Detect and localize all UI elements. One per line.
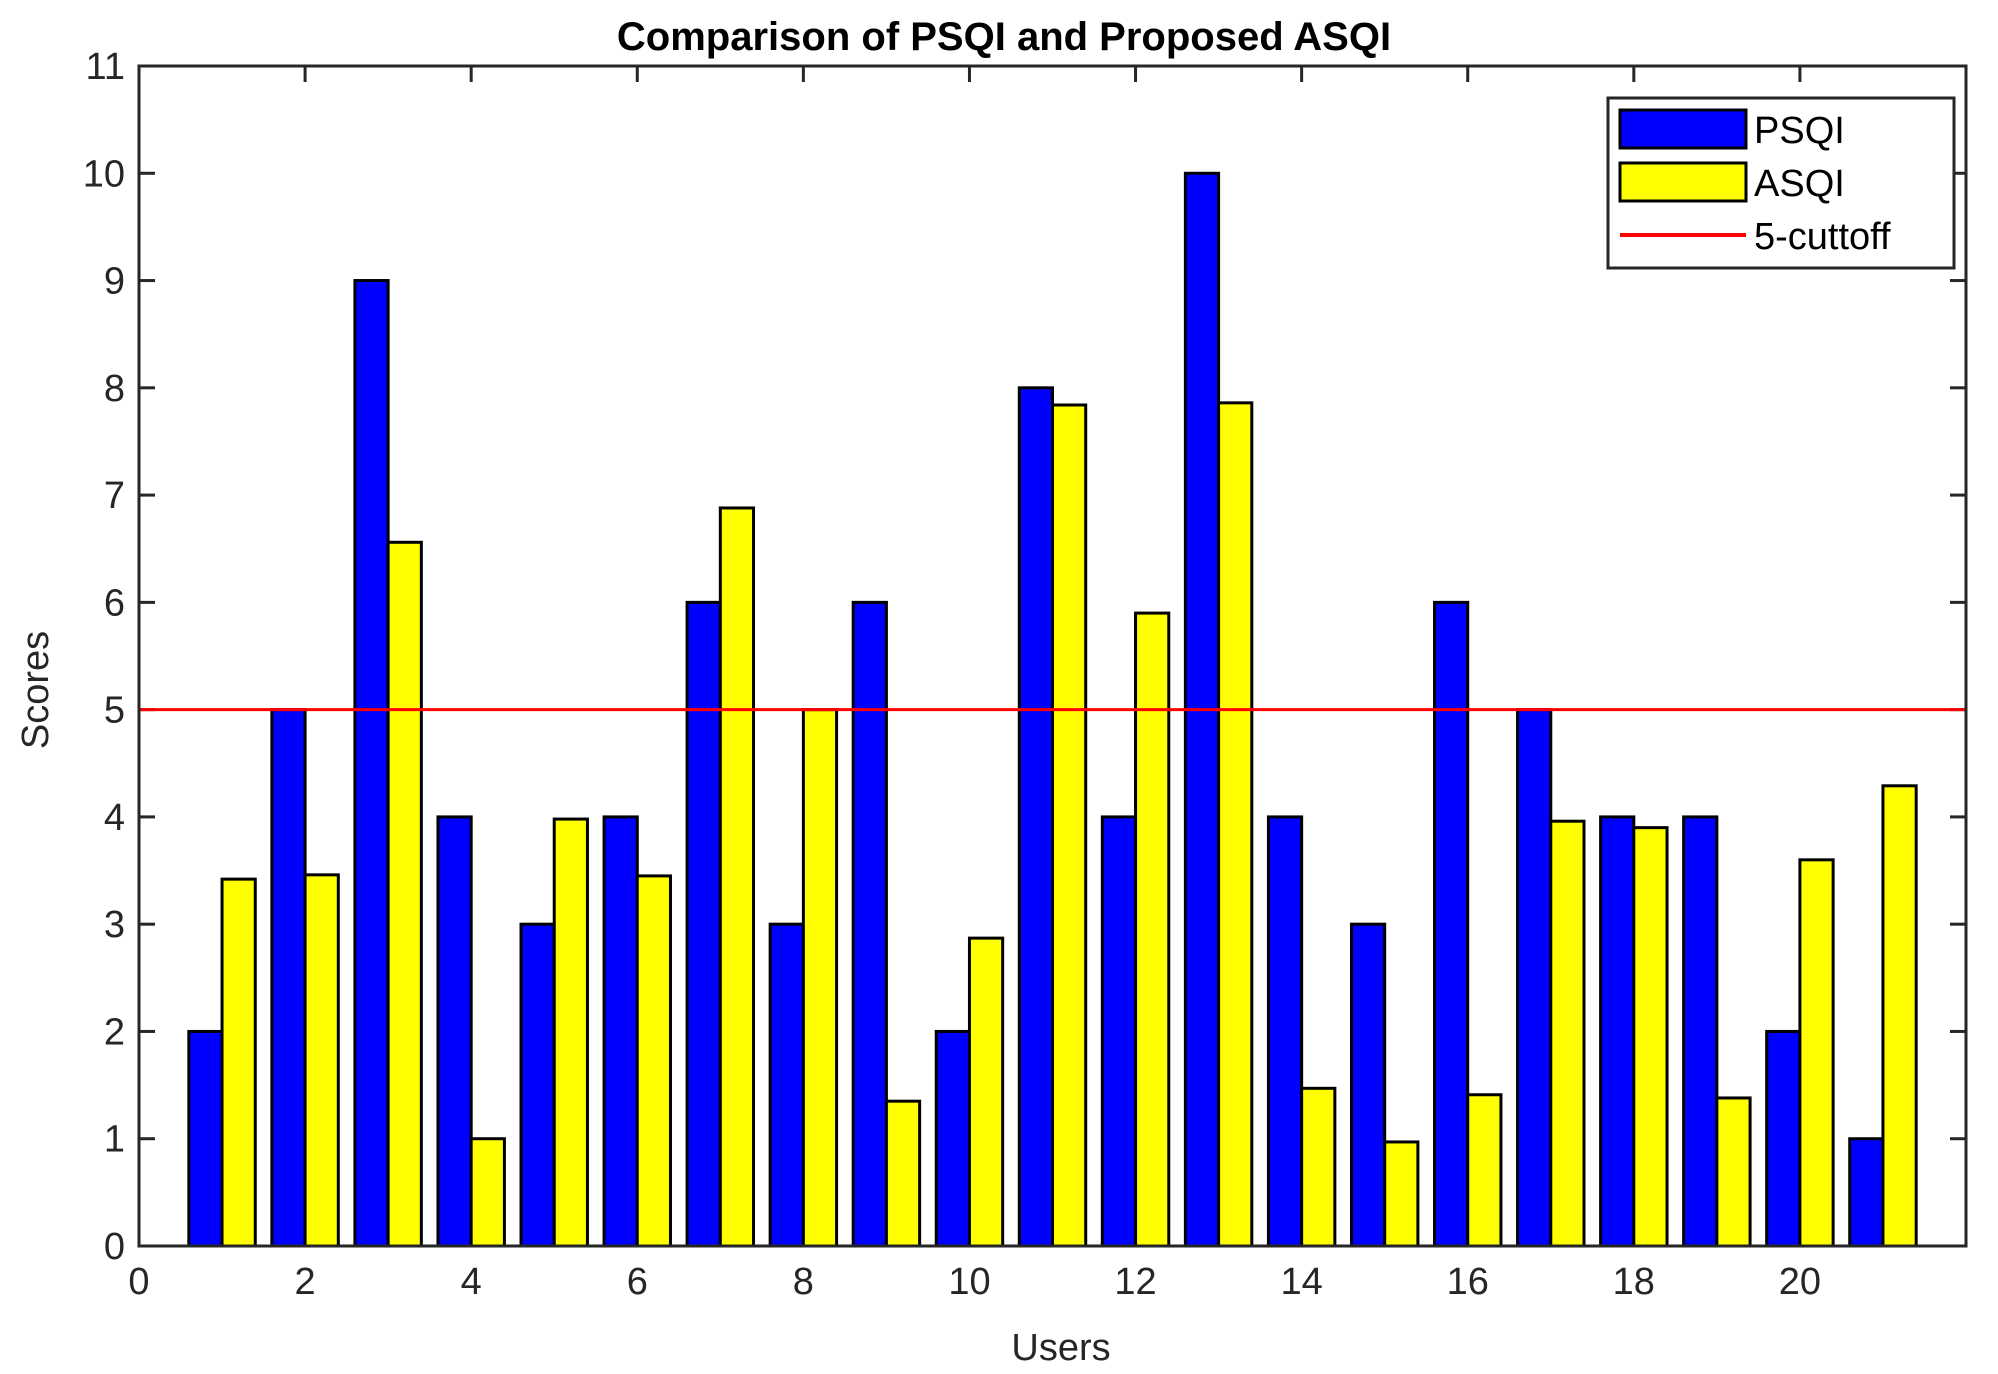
bar-asqi — [1881, 784, 1918, 1248]
bar-psqi — [436, 815, 473, 1248]
bar-psqi — [768, 922, 805, 1248]
bar-psqi — [1433, 600, 1470, 1248]
bar-psqi — [934, 1029, 971, 1248]
bar-psqi — [1017, 386, 1054, 1248]
bar-psqi — [602, 815, 639, 1248]
bar-asqi — [1134, 611, 1171, 1248]
bar-psqi — [187, 1029, 224, 1248]
bar-asqi — [1798, 858, 1835, 1248]
x-tick-label: 6 — [627, 1261, 648, 1303]
y-axis-label: Scores — [15, 631, 57, 749]
bar-asqi — [1217, 401, 1254, 1248]
y-tick-label: 10 — [83, 153, 125, 195]
x-tick-label: 0 — [128, 1261, 149, 1303]
y-tick-label: 0 — [104, 1226, 125, 1268]
bar-psqi — [685, 600, 722, 1248]
bar-psqi — [851, 600, 888, 1248]
x-axis-label: Users — [1011, 1327, 1110, 1369]
bar-psqi — [270, 708, 307, 1248]
bar-psqi — [1100, 815, 1138, 1248]
legend-psqi-swatch — [1618, 108, 1748, 150]
bar-psqi — [519, 922, 556, 1248]
chart-title: Comparison of PSQI and Proposed ASQI — [617, 15, 1391, 59]
x-tick-label: 16 — [1447, 1261, 1489, 1303]
bar-asqi — [1632, 826, 1669, 1248]
x-tick-label: 20 — [1779, 1261, 1821, 1303]
y-tick-label: 7 — [104, 475, 125, 517]
legend-asqi-swatch — [1618, 161, 1748, 203]
y-tick-label: 5 — [104, 690, 125, 732]
bar-psqi — [353, 279, 390, 1248]
plot-frame — [137, 64, 1968, 1248]
x-tick-label: 8 — [793, 1261, 814, 1303]
bar-asqi — [1466, 1093, 1503, 1248]
x-tick-label: 2 — [295, 1261, 316, 1303]
bar-asqi — [552, 817, 589, 1248]
bar-asqi — [1051, 403, 1088, 1248]
bar-psqi — [1266, 815, 1304, 1248]
legend-asqi-label: ASQI — [1754, 163, 1845, 205]
x-tick-label: 10 — [948, 1261, 990, 1303]
bar-asqi — [718, 506, 756, 1248]
bar-psqi — [1765, 1029, 1802, 1248]
y-tick-label: 11 — [86, 46, 125, 88]
x-tick-label: 14 — [1280, 1261, 1322, 1303]
y-tick-label: 6 — [104, 582, 125, 624]
x-tick-label: 12 — [1114, 1261, 1156, 1303]
bar-asqi — [1300, 1086, 1337, 1248]
bar-psqi — [1349, 922, 1387, 1248]
bar-asqi — [635, 874, 672, 1248]
bar-psqi — [1599, 815, 1636, 1248]
legend-psqi-label: PSQI — [1754, 110, 1845, 152]
x-tick-label: 4 — [461, 1261, 482, 1303]
bar-psqi — [1516, 708, 1553, 1248]
y-tick-label: 3 — [104, 904, 125, 946]
bar-asqi — [1715, 1096, 1752, 1248]
x-tick-label: 18 — [1613, 1261, 1655, 1303]
y-tick-label: 8 — [104, 368, 125, 410]
bar-asqi — [1549, 819, 1586, 1248]
y-tick-label: 1 — [104, 1119, 125, 1161]
bar-asqi — [386, 540, 423, 1248]
bar-asqi — [1383, 1140, 1420, 1248]
bar-psqi — [1682, 815, 1719, 1248]
bar-psqi — [1848, 1137, 1885, 1248]
legend: PSQI ASQI 5-cuttoff — [1606, 96, 1956, 270]
legend-cutoff-label: 5-cuttoff — [1754, 216, 1891, 258]
bar-asqi — [967, 936, 1005, 1248]
bar-asqi — [469, 1137, 506, 1248]
bar-asqi — [220, 877, 257, 1248]
bar-asqi — [801, 708, 839, 1248]
y-tick-label: 9 — [104, 261, 125, 303]
y-tick-label: 4 — [104, 797, 125, 839]
bar-asqi — [303, 873, 340, 1248]
y-tick-label: 2 — [104, 1011, 125, 1053]
bar-asqi — [884, 1099, 922, 1248]
